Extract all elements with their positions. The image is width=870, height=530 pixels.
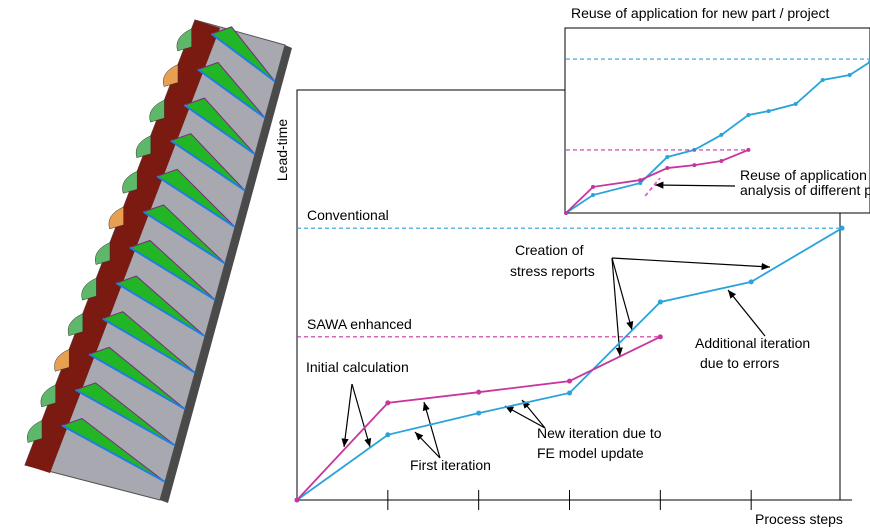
point [767,109,771,113]
flap [27,421,42,443]
annotation: FE model update [537,445,644,461]
point [638,178,642,182]
flap [95,243,110,265]
flap [41,385,56,407]
point [658,334,663,339]
point [658,299,663,304]
point [794,102,798,106]
point [665,166,669,170]
flap [177,29,192,51]
flap [122,171,137,193]
flap [68,314,83,336]
point [719,159,723,163]
series-label: SAWA enhanced [307,316,412,332]
wing-illustration [25,20,292,503]
annotation: Creation of [515,242,584,258]
point [746,113,750,117]
inset-title: Reuse of application for new part / proj… [571,5,829,21]
point [385,400,390,405]
point [719,133,723,137]
point [567,390,572,395]
flap [54,349,69,371]
annotation: New iteration due to [537,425,662,441]
annotation: Additional iteration [695,335,810,351]
figure: Lead-time Process steps Conventional SAWA e… [0,0,870,530]
point [567,379,572,384]
point [591,193,595,197]
point [564,211,568,215]
point [840,226,845,231]
series-label: Conventional [307,207,389,223]
annotation: analysis of different part [740,182,870,198]
annotation: Reuse of application for [740,167,870,183]
annotation: stress reports [510,263,595,279]
annotation: due to errors [700,355,779,371]
point [295,498,300,503]
point [476,411,481,416]
y-axis-label: Lead-time [274,119,290,181]
flap [136,136,151,158]
point [692,163,696,167]
x-axis-label: Process steps [755,511,843,527]
flap [82,278,97,300]
flap [109,207,124,229]
point [746,148,750,152]
flap [150,100,165,122]
point [749,279,754,284]
point [591,185,595,189]
point [821,78,825,82]
annotation: First iteration [410,457,491,473]
point [848,73,852,77]
point [385,432,390,437]
point [665,155,669,159]
flap [163,65,178,87]
point [476,390,481,395]
annotation: Initial calculation [306,359,409,375]
